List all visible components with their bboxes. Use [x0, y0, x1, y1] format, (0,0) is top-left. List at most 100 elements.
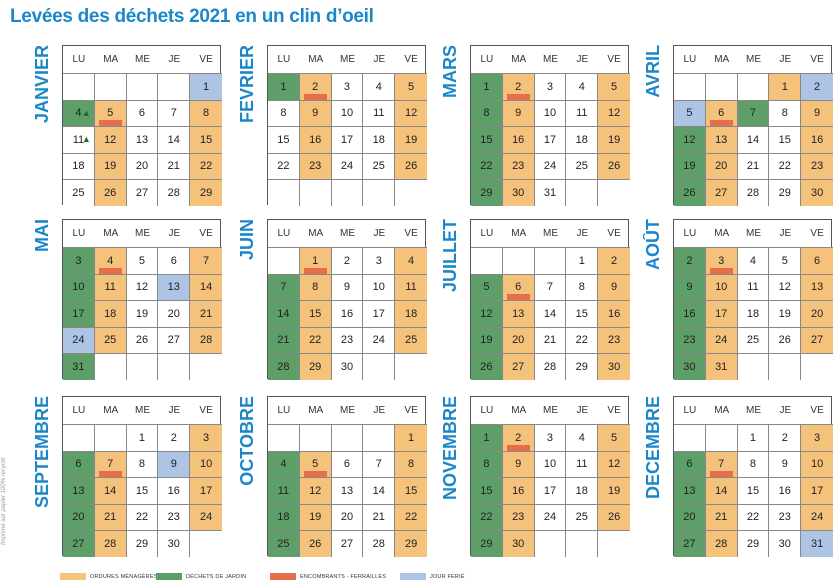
day-number: 5 — [408, 80, 415, 93]
day-cell: 30 — [158, 530, 191, 557]
day-number: 21 — [372, 511, 385, 524]
day-cell: 1 — [471, 424, 503, 451]
day-number: 14 — [104, 484, 117, 497]
day-number: 25 — [746, 334, 760, 347]
day-number: 8 — [408, 458, 415, 471]
day-number: 31 — [715, 360, 728, 373]
weekday-header: JE — [576, 54, 589, 65]
day-number: 24 — [199, 511, 213, 524]
day-cell: 18 — [737, 300, 770, 327]
month-calendar-fevrier: FEVRIER LU MA ME JE VE 1 2 3 4 5 8 9 10 11 12 15 16 17 18 19… — [237, 45, 432, 206]
legend-item-ferie: JOUR FERIÉ — [400, 573, 465, 580]
day-number: 27 — [72, 537, 85, 550]
empty-cell — [331, 179, 364, 206]
empty-cell — [158, 353, 191, 380]
day-number: 29 — [404, 537, 418, 550]
day-number: 1 — [312, 254, 319, 267]
day-cell: 8 — [737, 450, 770, 477]
day-number: 13 — [135, 133, 149, 146]
weekday-header: VE — [404, 405, 418, 416]
day-cell: 19 — [94, 152, 127, 179]
empty-cell — [268, 247, 300, 274]
day-cell: 20 — [126, 152, 159, 179]
day-cell: 11 — [566, 450, 599, 477]
day-number: 28 — [746, 186, 760, 199]
day-number: 8 — [578, 281, 585, 294]
day-number: 10 — [543, 107, 557, 120]
day-number: 29 — [309, 360, 322, 373]
day-number: 12 — [683, 133, 696, 146]
month-name-label: AVRIL — [643, 45, 663, 98]
day-cell: 28 — [363, 530, 396, 557]
empty-cell — [63, 73, 95, 100]
day-number: 3 — [718, 254, 725, 267]
day-number: 10 — [372, 281, 385, 294]
day-cell: 14 — [268, 300, 300, 327]
day-cell: 9 — [769, 450, 802, 477]
day-number: 4 — [107, 254, 114, 267]
month-name: MAI — [32, 219, 52, 380]
day-cell: 14 — [737, 126, 770, 153]
empty-cell — [534, 530, 567, 557]
day-number: 22 — [575, 334, 588, 347]
day-number: 6 — [343, 458, 351, 471]
day-number: 12 — [135, 281, 149, 294]
empty-cell — [268, 424, 300, 451]
day-number: 23 — [683, 334, 696, 347]
day-cell: 3 — [63, 247, 95, 274]
day-number: 7 — [203, 254, 210, 267]
day-cell: 22 — [395, 503, 427, 530]
day-cell: 2 — [502, 424, 535, 451]
empty-cell — [363, 179, 396, 206]
month-name-label: SEPTEMBRE — [32, 396, 52, 509]
day-number: 10 — [72, 281, 85, 294]
weekday-header: MA — [714, 228, 730, 239]
empty-cell — [566, 179, 599, 206]
month-calendar-mai: MAI LU MA ME JE VE 3 4 5 6 7 10 11 12 13 14 17 18 19 20 21 24… — [32, 219, 227, 380]
day-cell: 4 — [566, 73, 599, 100]
day-number: 7 — [375, 458, 382, 471]
day-number: 2 — [814, 80, 821, 93]
day-number: 31 — [810, 537, 824, 550]
encombrants-marker — [506, 294, 530, 300]
month-name: AVRIL — [643, 45, 663, 206]
day-number: 24 — [543, 160, 557, 173]
day-number: 11 — [72, 133, 85, 146]
day-cell: 12 — [395, 99, 427, 126]
day-number: 26 — [404, 160, 418, 173]
day-number: 15 — [480, 484, 493, 497]
month-calendar-novembre: NOVEMBRE LU MA ME JE VE 1 2 3 4 5 8 9 10 11 12 15 16 17 18 1… — [440, 396, 635, 557]
day-number: 22 — [746, 511, 760, 524]
day-number: 18 — [372, 133, 385, 146]
month-calendar-janvier: JANVIER LU MA ME JE VE 1 4 ▲ 5 6 7 8 11 ▲ 12 13 14 15 18 19 2… — [32, 45, 227, 206]
day-number: 19 — [683, 160, 696, 173]
day-number: 5 — [686, 107, 693, 120]
day-number: 28 — [543, 360, 557, 373]
encombrants-marker — [98, 471, 122, 477]
day-number: 13 — [167, 281, 180, 294]
day-cell: 28 — [737, 179, 770, 206]
day-cell: 12 — [94, 126, 127, 153]
month-calendar-decembre: DECEMBRE LU MA ME JE VE 1 2 3 6 7 8 9 10 13 14 15 16 17 20 2… — [643, 396, 833, 557]
weekday-header: JE — [779, 228, 792, 239]
legend-swatch — [60, 573, 86, 580]
weekday-header: VE — [199, 228, 213, 239]
day-number: 27 — [167, 334, 180, 347]
page-title: Levées des déchets 2021 en un clin d’oei… — [10, 6, 374, 27]
day-cell: 19 — [126, 300, 159, 327]
day-number: 1 — [578, 254, 585, 267]
day-cell: 20 — [801, 300, 833, 327]
day-number: 2 — [312, 80, 319, 93]
day-cell: 10 — [534, 450, 567, 477]
day-cell: 31 — [705, 353, 738, 380]
month-grid: LU MA ME JE VE 1 4 5 6 7 8 11 12 13 14 15 18 19 20 21 22 25 26… — [267, 396, 427, 557]
day-number: 17 — [340, 133, 354, 146]
month-name-label: FEVRIER — [237, 45, 257, 124]
day-number: 29 — [480, 537, 493, 550]
weekday-header: MA — [103, 228, 119, 239]
day-number: 9 — [515, 107, 522, 120]
month-name-label: DECEMBRE — [643, 396, 663, 500]
day-number: 16 — [512, 133, 525, 146]
empty-cell — [94, 424, 127, 451]
empty-cell — [395, 179, 427, 206]
